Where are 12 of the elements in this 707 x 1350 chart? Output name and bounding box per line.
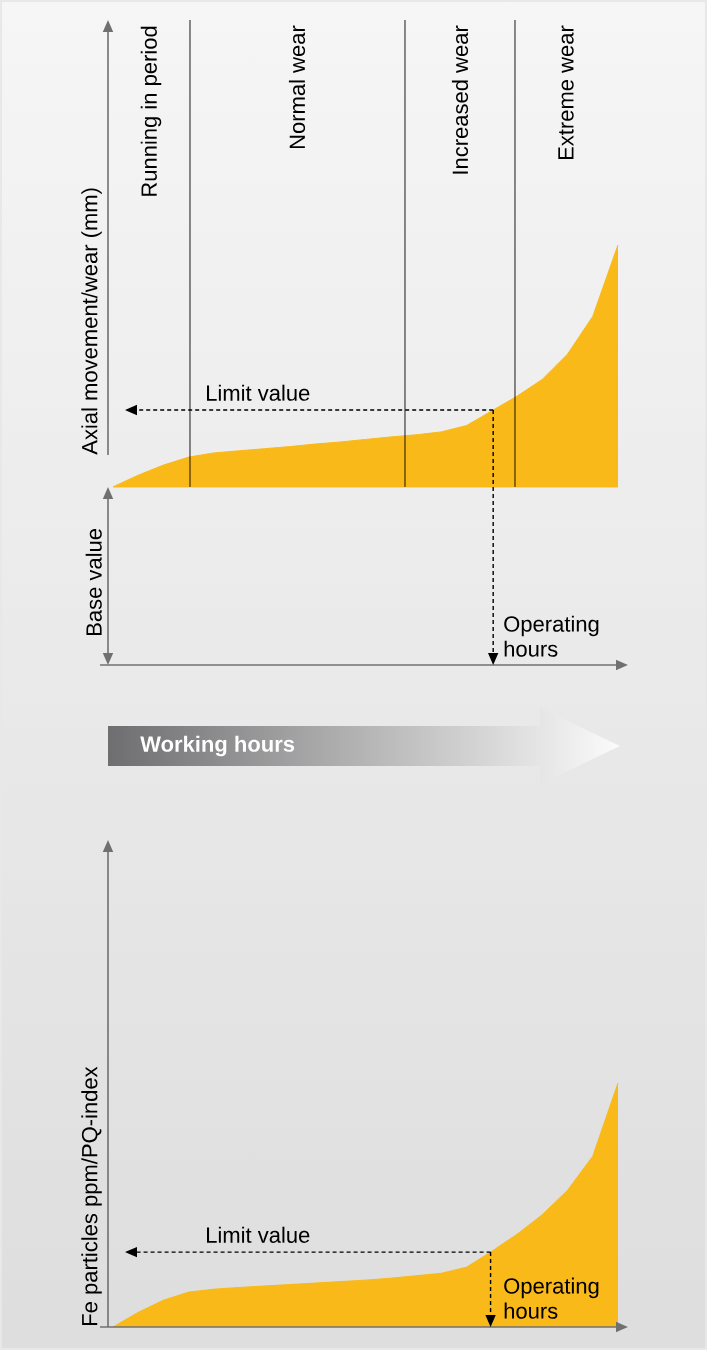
text: Extreme wear: [558, 25, 574, 160]
x-axis-title: Operating hours: [504, 1277, 599, 1319]
text: Normal wear: [288, 25, 306, 149]
ref-line-label: Limit value: [207, 1226, 310, 1243]
text: Working hours: [140, 735, 295, 757]
ref-line-label: Limit value: [207, 384, 310, 401]
x-axis-title: Operating hours: [504, 615, 599, 657]
y-axis-title: Axial movement/wear (mm): [81, 188, 102, 455]
text: Running in period: [140, 26, 162, 196]
ref-line-label: Base value: [85, 528, 102, 635]
y-axis-title: Fe particles ppm/PQ-index: [81, 1066, 102, 1325]
text: Increased wear: [451, 25, 469, 174]
